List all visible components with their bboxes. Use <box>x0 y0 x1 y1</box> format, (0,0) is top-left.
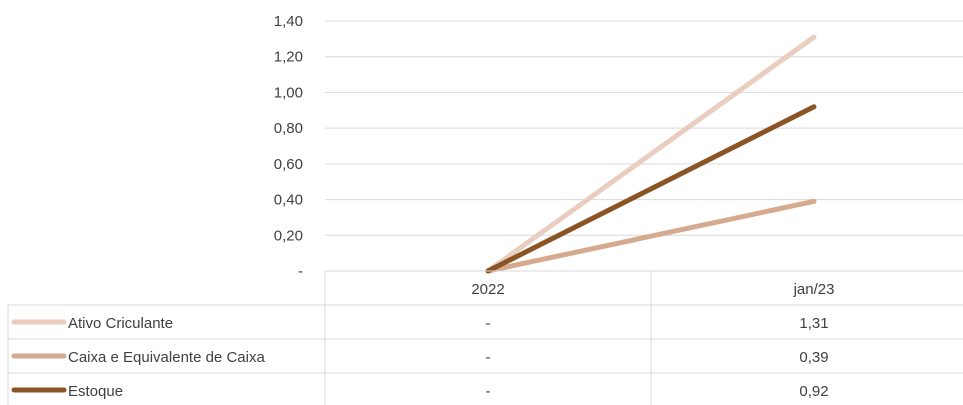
x-category-label: jan/23 <box>793 281 835 298</box>
series-line-0 <box>485 34 817 274</box>
y-tick-label: 1,00 <box>274 84 303 101</box>
data-value-label: - <box>486 315 491 332</box>
y-tick-label: 0,20 <box>274 227 303 244</box>
y-tick-label: 0,40 <box>274 192 303 209</box>
legend-label: Estoque <box>68 383 123 400</box>
y-tick-label: 1,20 <box>274 49 303 66</box>
data-value-label: - <box>486 383 491 400</box>
y-tick-label: 0,80 <box>274 120 303 137</box>
data-value-label: - <box>486 349 491 366</box>
data-value-label: 1,31 <box>799 315 828 332</box>
legend-label: Caixa e Equivalente de Caixa <box>68 349 265 366</box>
data-value-label: 0,39 <box>799 349 828 366</box>
y-tick-label: 1,40 <box>274 13 303 30</box>
legend-label: Ativo Criculante <box>68 315 173 332</box>
x-category-label: 2022 <box>471 281 504 298</box>
data-value-label: 0,92 <box>799 383 828 400</box>
y-tick-label: 0,60 <box>274 156 303 173</box>
y-tick-label: - <box>298 263 303 280</box>
series-line-2 <box>485 104 817 274</box>
series-line-1 <box>485 198 817 274</box>
